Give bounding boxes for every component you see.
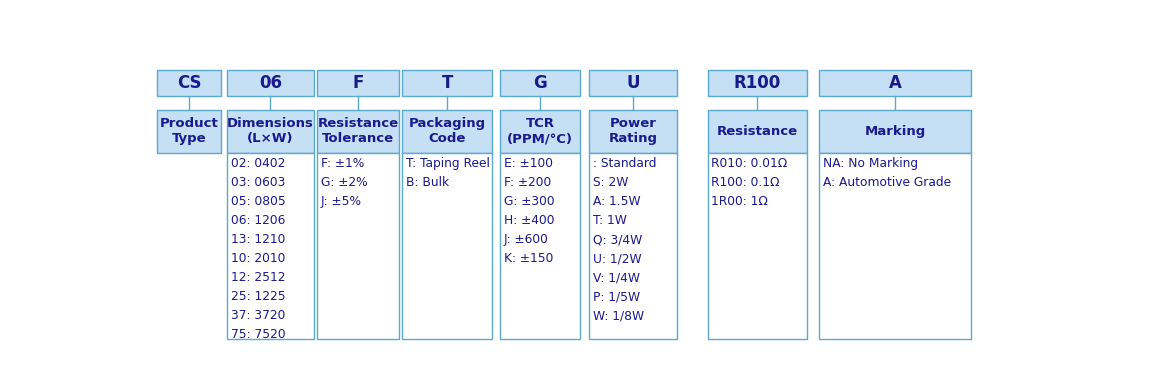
Bar [158,110,221,153]
Text: Product
Type: Product Type [160,117,218,145]
Text: 02: 0402
03: 0603
05: 0805
06: 1206
13: 1210
10: 2010
12: 2512
25: 1225
37: 3720: 02: 0402 03: 0603 05: 0805 06: 1206 13: … [231,158,285,341]
Text: Resistance
Tolerance: Resistance Tolerance [318,117,399,145]
Text: Marking: Marking [865,125,926,138]
Text: U: U [626,74,640,92]
Text: R010: 0.01Ω
R100: 0.1Ω
1R00: 1Ω: R010: 0.01Ω R100: 0.1Ω 1R00: 1Ω [712,158,788,208]
Text: 06: 06 [258,74,282,92]
Bar [316,153,399,339]
Text: A: A [889,74,902,92]
Bar [227,70,314,96]
Bar [402,110,493,153]
Bar [707,153,807,339]
Text: Power
Rating: Power Rating [608,117,657,145]
Text: T: Taping Reel
B: Bulk: T: Taping Reel B: Bulk [406,158,490,189]
Text: E: ±100
F: ±200
G: ±300
H: ±400
J: ±600
K: ±150: E: ±100 F: ±200 G: ±300 H: ±400 J: ±600 … [504,158,554,265]
Bar [819,110,971,153]
Text: : Standard
S: 2W
A: 1.5W
T: 1W
Q: 3/4W
U: 1/2W
V: 1/4W
P: 1/5W
W: 1/8W: : Standard S: 2W A: 1.5W T: 1W Q: 3/4W U… [592,158,656,322]
Bar [500,110,581,153]
Bar [227,110,314,153]
Bar [500,153,581,339]
Text: G: G [533,74,547,92]
Text: Resistance: Resistance [716,125,797,138]
Text: Dimensions
(L×W): Dimensions (L×W) [227,117,314,145]
Bar [316,70,399,96]
Text: CS: CS [177,74,202,92]
Bar [819,70,971,96]
Bar [402,153,493,339]
Bar [316,110,399,153]
Bar [819,153,971,339]
Bar [500,70,581,96]
Text: Packaging
Code: Packaging Code [409,117,486,145]
Bar [589,153,677,339]
Bar [589,70,677,96]
Text: TCR
(PPM/°C): TCR (PPM/°C) [508,117,573,145]
Bar [707,70,807,96]
Text: F: ±1%
G: ±2%
J: ±5%: F: ±1% G: ±2% J: ±5% [321,158,367,208]
Bar [158,70,221,96]
Bar [589,110,677,153]
Bar [402,70,493,96]
Text: R100: R100 [734,74,781,92]
Text: T: T [442,74,453,92]
Bar [227,153,314,339]
Bar [707,110,807,153]
Text: F: F [352,74,364,92]
Text: NA: No Marking
A: Automotive Grade: NA: No Marking A: Automotive Grade [823,158,952,189]
